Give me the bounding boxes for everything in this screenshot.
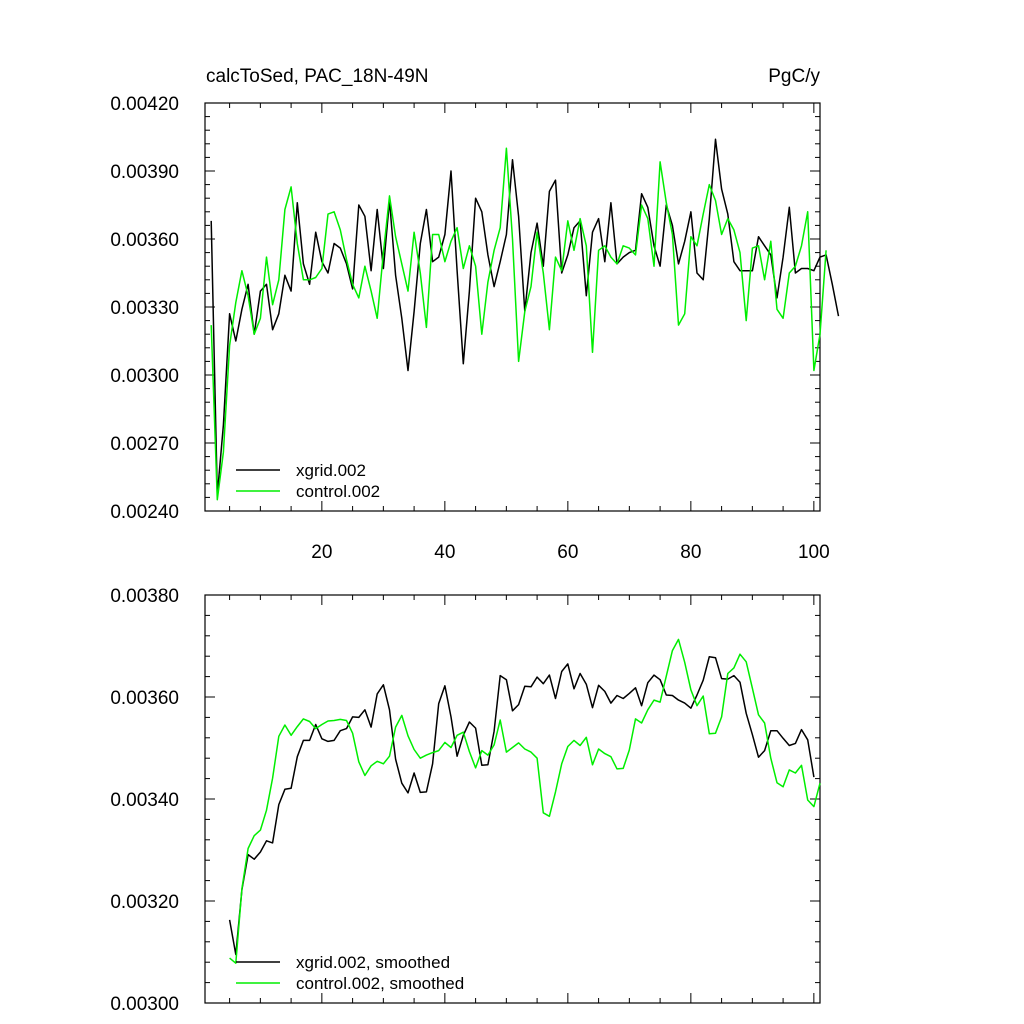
y-tick-label: 0.00390: [110, 162, 179, 183]
y-tick-label: 0.00240: [110, 502, 179, 523]
y-tick-label: 0.00380: [110, 586, 179, 607]
bottom-plot-frame: [204, 594, 821, 1004]
series-line-xgrid-002: [210, 138, 840, 496]
series-line-control-002: [210, 147, 827, 501]
y-tick-label: 0.00270: [110, 434, 179, 455]
y-tick-label: 0.00330: [110, 298, 179, 319]
y-tick-label: 0.00300: [110, 366, 179, 387]
y-tick-label: 0.00300: [110, 994, 179, 1015]
x-tick-label: 40: [434, 542, 455, 563]
y-tick-label: 0.00420: [110, 94, 179, 115]
bottom-chart-panel: 0.00300 0.00320 0.00340 0.00360 0.00380 xgri…: [110, 586, 821, 1015]
x-tick-label: 60: [557, 542, 578, 563]
top-legend: xgrid.002 control.002: [236, 461, 380, 501]
legend-label-control-smoothed: control.002, smoothed: [296, 974, 464, 993]
legend-label-xgrid-smoothed: xgrid.002, smoothed: [296, 953, 450, 972]
legend-label-control: control.002: [296, 482, 380, 501]
x-tick-label: 20: [311, 542, 332, 563]
y-tick-label: 0.00340: [110, 790, 179, 811]
top-chart-panel: calcToSed, PAC_18N-49N PgC/y 20 40 60 80 100…: [110, 66, 840, 563]
chart-units: PgC/y: [768, 66, 820, 87]
bottom-plot-area: 0.00300 0.00320 0.00340 0.00360 0.00380: [110, 586, 821, 1015]
top-plot-area: 20 40 60 80 100 0.00240 0.00270 0.00300 0.00330 0…: [110, 94, 840, 563]
y-tick-label: 0.00320: [110, 892, 179, 913]
legend-label-xgrid: xgrid.002: [296, 461, 366, 480]
y-tick-label: 0.00360: [110, 230, 179, 251]
series-line-control-002-smoothed: [229, 638, 821, 964]
x-tick-label: 80: [680, 542, 701, 563]
y-tick-label: 0.00360: [110, 688, 179, 709]
bottom-legend: xgrid.002, smoothed control.002, smoothe…: [236, 953, 464, 993]
series-line-xgrid-002-smoothed: [228, 655, 815, 956]
x-tick-label: 100: [798, 542, 830, 563]
chart-title: calcToSed, PAC_18N-49N: [206, 66, 428, 87]
